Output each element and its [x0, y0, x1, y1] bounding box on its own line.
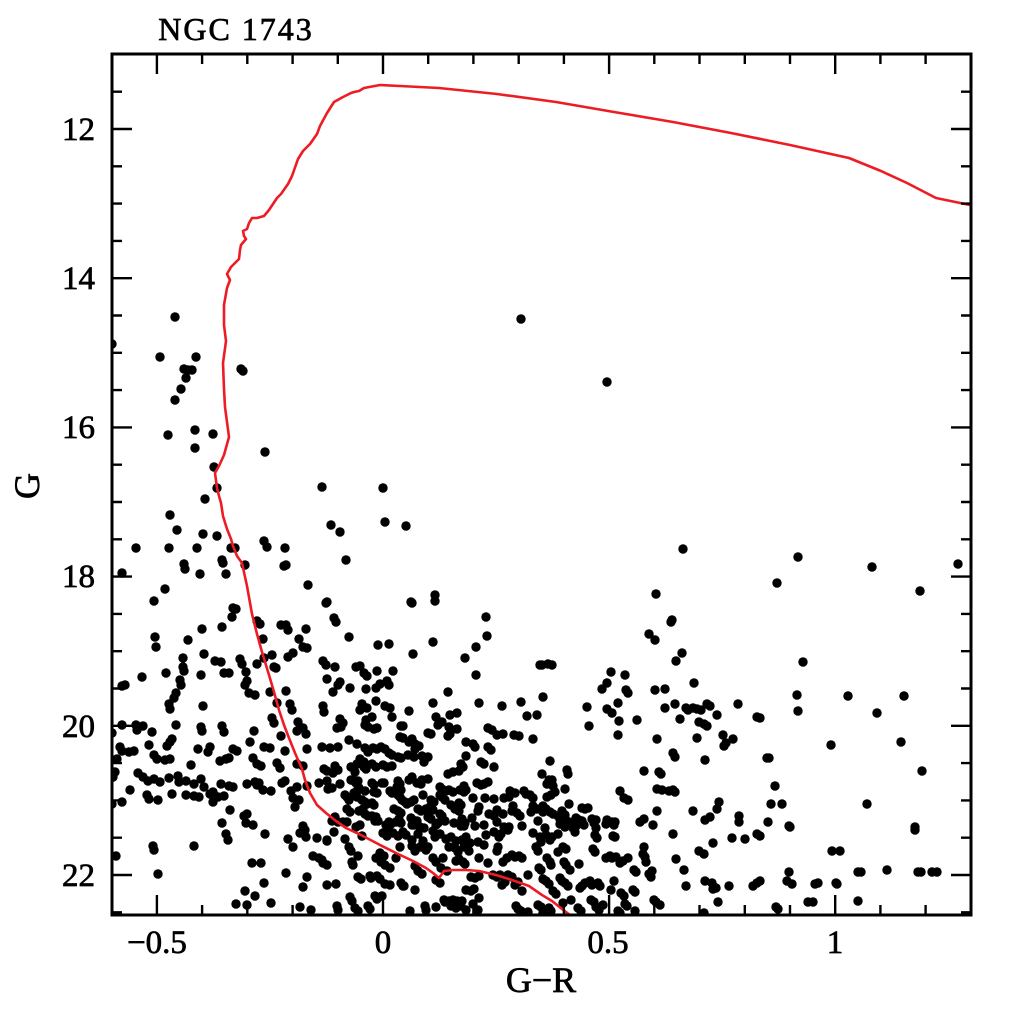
svg-text:G: G	[7, 473, 47, 499]
svg-text:−0.5: −0.5	[127, 925, 187, 961]
svg-text:NGC 1743: NGC 1743	[158, 11, 314, 47]
svg-text:0.5: 0.5	[587, 925, 628, 961]
svg-text:1: 1	[827, 925, 844, 961]
svg-text:20: 20	[62, 709, 95, 745]
svg-text:12: 12	[62, 112, 95, 148]
svg-text:14: 14	[62, 261, 95, 297]
svg-text:22: 22	[62, 858, 95, 894]
svg-text:0: 0	[375, 925, 392, 961]
svg-text:18: 18	[62, 559, 95, 595]
svg-text:16: 16	[62, 410, 95, 446]
svg-text:G−R: G−R	[506, 960, 576, 1000]
